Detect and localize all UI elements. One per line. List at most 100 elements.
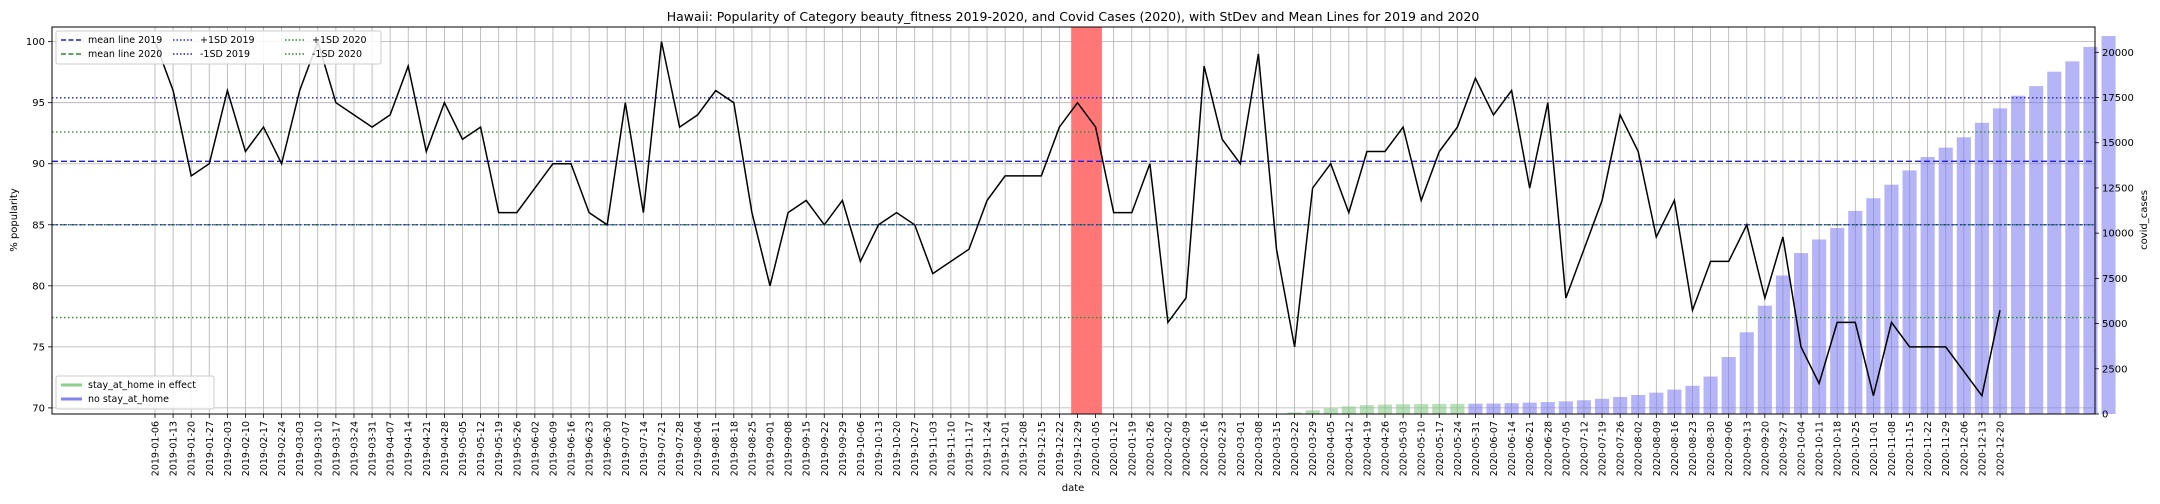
covid-bar <box>1558 401 1573 414</box>
x-tick-label: 2019-08-11 <box>711 421 722 476</box>
legend-line-label: mean line 2019 <box>88 35 162 46</box>
x-tick-label: 2020-12-06 <box>1959 421 1970 476</box>
y2-tick-label: 15000 <box>2102 138 2134 149</box>
covid-bar <box>1576 400 1592 414</box>
x-tick-label: 2019-10-06 <box>856 421 867 476</box>
x-tick-label: 2020-07-19 <box>1598 421 1609 476</box>
x-tick-label: 2019-03-10 <box>313 421 324 476</box>
y-tick-label: 70 <box>32 403 45 414</box>
covid-bar <box>1884 184 1899 414</box>
x-tick-label: 2019-09-15 <box>802 421 813 476</box>
x-tick-label: 2020-02-23 <box>1218 421 1229 476</box>
x-tick-label: 2019-03-24 <box>349 421 360 476</box>
covid-bar <box>1992 108 2008 414</box>
x-tick-label: 2019-04-21 <box>422 421 433 476</box>
x-tick-label: 2020-11-08 <box>1887 421 1898 476</box>
x-tick-label: 2019-07-28 <box>675 421 686 476</box>
x-tick-label: 2020-10-25 <box>1851 421 1862 476</box>
y2-axis-label: covid_cases <box>2139 190 2150 250</box>
legend-line-label: mean line 2020 <box>88 49 162 60</box>
covid-bar <box>1396 404 1411 414</box>
covid-bar <box>2083 46 2098 415</box>
legend-bar-label: stay_at_home in effect <box>88 380 196 391</box>
x-tick-label: 2020-04-12 <box>1344 421 1355 476</box>
y2-tick-label: 10000 <box>2102 229 2134 240</box>
x-tick-label: 2020-03-08 <box>1254 421 1265 476</box>
x-tick-label: 2020-01-26 <box>1145 421 1156 476</box>
x-tick-label: 2020-07-26 <box>1616 421 1627 476</box>
legend-line-label: +1SD 2020 <box>312 35 367 46</box>
x-tick-label: 2020-09-20 <box>1760 421 1771 476</box>
covid-bar <box>2047 71 2062 414</box>
x-tick-label: 2020-03-15 <box>1272 421 1283 476</box>
x-tick-label: 2019-09-08 <box>784 421 795 476</box>
y-axis-label: % popularity <box>9 188 20 252</box>
x-tick-label: 2019-02-03 <box>223 421 234 476</box>
y2-tick-label: 0 <box>2102 410 2108 421</box>
x-tick-label: 2019-07-07 <box>621 421 632 476</box>
covid-bar <box>1450 403 1465 414</box>
y2-tick-label: 20000 <box>2102 48 2134 59</box>
y2-tick-label: 5000 <box>2102 319 2127 330</box>
x-tick-label: 2019-02-10 <box>241 421 252 476</box>
x-tick-label: 2020-11-01 <box>1869 421 1880 476</box>
covid-bar <box>1649 392 1664 414</box>
x-tick-label: 2020-04-26 <box>1381 421 1392 476</box>
popularity-line <box>154 39 2001 398</box>
y2-tick-label: 2500 <box>2102 364 2127 375</box>
legend-line-label: +1SD 2019 <box>200 35 255 46</box>
y2-tick-label: 17500 <box>2102 93 2134 104</box>
x-tick-label: 2019-09-22 <box>820 421 831 476</box>
covid-bar <box>1595 398 1610 414</box>
x-tick-label: 2020-11-15 <box>1905 421 1916 476</box>
x-tick-label: 2020-07-12 <box>1579 421 1590 476</box>
x-tick-label: 2019-12-22 <box>1055 421 1066 476</box>
covid-bar <box>1812 239 1827 414</box>
x-tick-label: 2020-06-28 <box>1543 421 1554 476</box>
x-tick-label: 2019-05-05 <box>458 421 469 476</box>
legend-reference-lines: mean line 2019 mean line 2020 +1SD 2019 -1S… <box>55 30 382 65</box>
highlight-band <box>1071 27 1102 414</box>
y2-tick-label: 12500 <box>2102 183 2134 194</box>
covid-bar <box>1359 405 1374 414</box>
x-tick-label: 2020-10-11 <box>1815 421 1826 476</box>
chart-title: Hawaii: Popularity of Category beauty_fi… <box>667 9 1480 24</box>
x-tick-label: 2019-10-27 <box>910 421 921 476</box>
x-tick-label: 2020-08-02 <box>1634 421 1645 476</box>
covid-bar <box>1522 402 1537 414</box>
x-tick-label: 2020-07-05 <box>1561 421 1572 476</box>
y2-tick-label: 7500 <box>2102 274 2127 285</box>
x-tick-label: 2019-05-26 <box>512 421 523 476</box>
reference-lines <box>52 97 2095 319</box>
covid-bar <box>1631 395 1646 414</box>
x-tick-label: 2019-05-19 <box>494 421 505 476</box>
covid-bar <box>1793 253 1809 414</box>
x-tick-label: 2019-07-21 <box>657 421 668 476</box>
x-tick-label: 2019-08-18 <box>729 421 740 476</box>
x-tick-label: 2019-09-01 <box>766 421 777 476</box>
covid-bar <box>1540 402 1555 414</box>
x-tick-label: 2020-05-17 <box>1435 421 1446 476</box>
x-tick-label: 2020-08-30 <box>1706 421 1717 476</box>
x-tick-label: 2020-08-09 <box>1652 421 1663 476</box>
x-tick-label: 2019-04-07 <box>386 421 397 476</box>
y-tick-label: 90 <box>32 159 45 170</box>
x-tick-label: 2019-02-24 <box>277 421 288 476</box>
x-tick-label: 2020-01-12 <box>1109 421 1120 476</box>
x-tick-label: 2020-11-22 <box>1923 421 1934 476</box>
x-tick-label: 2020-04-05 <box>1326 421 1337 476</box>
x-tick-label: 2019-08-04 <box>693 421 704 476</box>
x-tick-label: 2019-05-12 <box>476 421 487 476</box>
x-tick-label: 2020-10-18 <box>1833 421 1844 476</box>
x-tick-label: 2019-06-09 <box>548 421 559 476</box>
x-tick-label: 2019-01-20 <box>187 421 198 476</box>
x-tick-label: 2020-03-01 <box>1236 421 1247 476</box>
covid-bar <box>1974 122 1989 414</box>
plot-frame <box>51 26 2096 415</box>
x-tick-label: 2019-02-17 <box>259 421 270 476</box>
x-tick-label: 2020-05-10 <box>1417 421 1428 476</box>
x-tick-label: 2020-10-04 <box>1797 421 1808 476</box>
covid-bar <box>1613 397 1628 414</box>
x-tick-label: 2019-12-29 <box>1073 421 1084 476</box>
y-tick-label: 100 <box>26 37 45 48</box>
